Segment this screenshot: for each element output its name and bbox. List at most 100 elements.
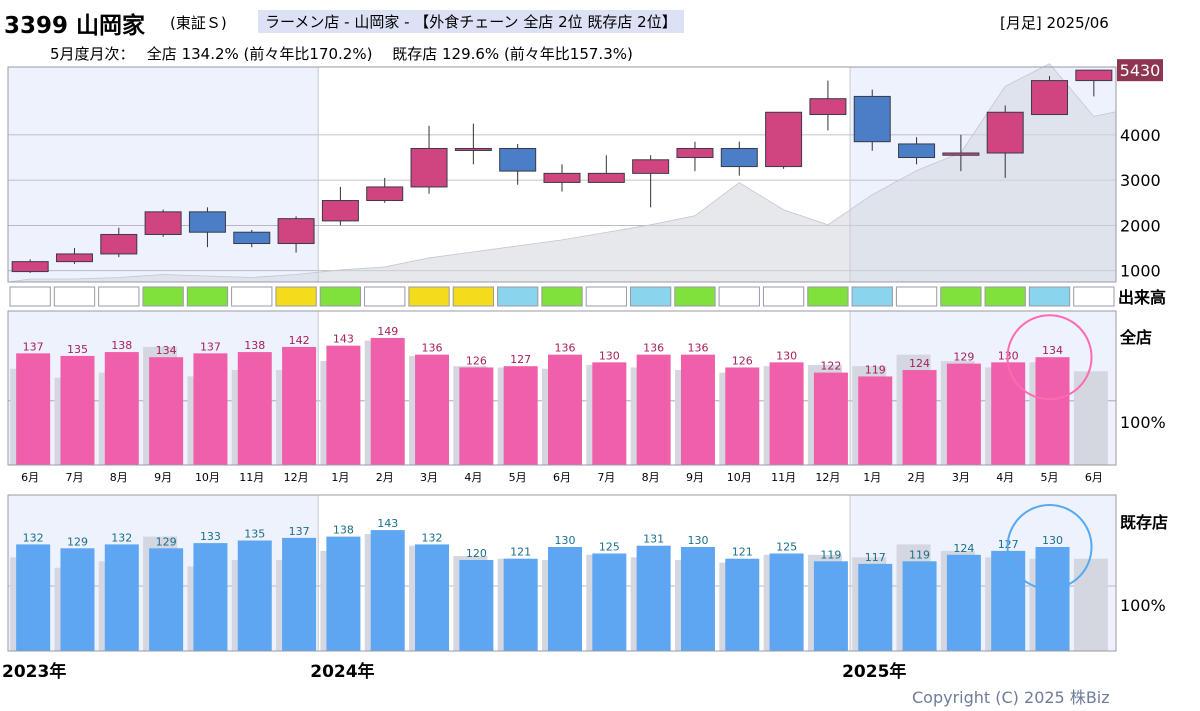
volume-cell (275, 286, 317, 307)
month-label: 8月 (110, 471, 128, 484)
candle-body (144, 211, 182, 235)
year-label: 2025年 (842, 661, 906, 682)
month-label: 1月 (331, 471, 349, 484)
value-label: 120 (466, 547, 487, 560)
candle (188, 207, 226, 248)
value-bar (415, 544, 450, 651)
value-label: 136 (643, 342, 664, 355)
value-label: 124 (909, 357, 930, 370)
candle-body (233, 231, 271, 245)
volume-cell (629, 286, 672, 307)
value-label: 133 (200, 530, 221, 543)
volume-cell (1028, 286, 1071, 307)
value-bar (902, 561, 937, 651)
value-bar (769, 553, 804, 651)
candle (676, 141, 714, 172)
value-label: 126 (466, 354, 487, 367)
candle-body (454, 147, 492, 151)
candle-body (100, 233, 138, 255)
year-label: 2024年 (310, 661, 374, 682)
panel-title: 全店 (1119, 328, 1152, 347)
volume-cell (53, 286, 96, 307)
candle (587, 155, 625, 183)
value-bar (636, 354, 671, 465)
value-bar (503, 558, 538, 651)
copyright: Copyright (C) 2025 株Biz (912, 688, 1110, 707)
volume-cell (231, 286, 273, 307)
value-label: 143 (377, 517, 398, 530)
candle (765, 111, 803, 169)
value-label: 149 (377, 325, 398, 338)
candle-body (942, 152, 980, 156)
value-label: 137 (200, 340, 221, 353)
volume-cell (1073, 286, 1115, 307)
month-label: 4月 (464, 471, 482, 484)
pct-100-label: 100% (1120, 413, 1166, 432)
prior-year-bar (1073, 558, 1108, 651)
market-label: (東証Ｓ) (170, 14, 227, 32)
value-bar (237, 352, 272, 465)
value-bar (946, 363, 981, 465)
month-label: 6月 (1085, 471, 1103, 484)
volume-cell (9, 286, 51, 307)
value-bar (60, 548, 95, 651)
shade-2023 (8, 67, 319, 282)
volume-cell (142, 286, 184, 307)
value-bar (946, 554, 981, 651)
value-bar (459, 367, 494, 465)
volume-label: 出来高 (1118, 288, 1166, 307)
value-bar (193, 543, 228, 651)
price-axis-label: 2000 (1120, 216, 1161, 235)
candle-body (765, 111, 803, 168)
volume-cell (497, 286, 539, 307)
value-bar (326, 345, 361, 465)
candle (853, 89, 891, 151)
last-price-label: 5430 (1120, 61, 1161, 80)
volume-cell (364, 286, 406, 307)
value-bar (725, 558, 760, 651)
value-bar (680, 354, 715, 465)
value-bar (16, 544, 51, 651)
value-bar (326, 536, 361, 651)
month-label: 6月 (553, 471, 571, 484)
month-label: 10月 (195, 471, 220, 484)
candle-body (277, 218, 315, 245)
candle-body (587, 172, 625, 183)
candle (543, 164, 581, 192)
candle (321, 186, 359, 226)
value-bar (104, 352, 139, 465)
monthly-summary: 5月度月次： 全店 134.2% (前々年比170.2%) 既存店 129.6%… (50, 45, 633, 63)
price-axis-label: 3000 (1120, 171, 1161, 190)
value-label: 143 (333, 333, 354, 346)
value-bar (636, 545, 671, 651)
value-bar (991, 362, 1026, 465)
value-label: 136 (687, 342, 708, 355)
candle-body (632, 159, 670, 174)
candle (55, 248, 93, 264)
value-label: 130 (599, 349, 620, 362)
panel-border (7, 66, 1117, 283)
month-label: 5月 (509, 471, 527, 484)
value-bar (1035, 547, 1070, 651)
month-label: 12月 (284, 471, 309, 484)
candle (144, 209, 182, 237)
volume-cell (585, 286, 627, 307)
volume-cell (895, 286, 938, 307)
value-label: 126 (732, 354, 753, 367)
value-label: 136 (555, 342, 576, 355)
value-bar (149, 548, 184, 651)
volume-cell (851, 286, 893, 307)
value-bar (592, 362, 627, 465)
volume-area (7, 63, 1117, 283)
value-label: 129 (953, 351, 974, 364)
candle-body (676, 147, 714, 159)
candle (809, 80, 847, 131)
value-label: 125 (776, 541, 797, 554)
value-label: 130 (776, 349, 797, 362)
month-label: 7月 (597, 471, 615, 484)
candle (632, 155, 670, 208)
month-label: 12月 (815, 471, 840, 484)
candle (499, 143, 537, 185)
month-label: 11月 (771, 471, 796, 484)
